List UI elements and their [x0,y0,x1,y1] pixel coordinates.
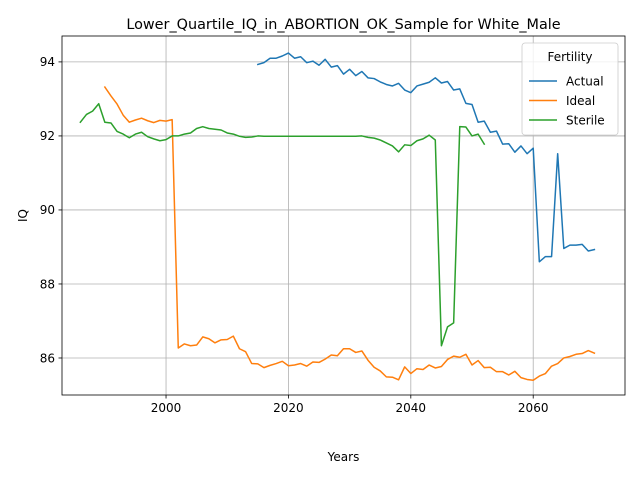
series-line-sterile [79,102,486,347]
y-axis-ticks: 86 88 90 92 94 [40,55,62,365]
y-tick-label: 86 [40,351,55,365]
legend: Fertility Actual Ideal Sterile [521,42,619,136]
legend-box [521,42,619,136]
series-line-actual [256,52,596,263]
plot-frame [61,35,626,396]
y-tick-label: 90 [40,203,55,217]
x-tick-label: 2040 [396,401,427,415]
data-series [79,52,596,381]
x-axis-label: Years [327,450,360,464]
x-tick-label: 2000 [151,401,182,415]
x-tick-label: 2020 [273,401,304,415]
legend-label-ideal: Ideal [566,94,595,108]
chart-title: Lower_Quartile_IQ_in_ABORTION_OK_Sample … [126,17,560,33]
y-tick-label: 92 [40,129,55,143]
legend-label-sterile: Sterile [566,113,605,127]
y-axis-label: IQ [16,209,30,222]
series-line-ideal [103,86,596,381]
y-tick-label: 94 [40,55,55,69]
legend-label-actual: Actual [566,74,604,88]
legend-title: Fertility [547,50,592,64]
y-tick-label: 88 [40,277,55,291]
legend-entries: Actual Ideal Sterile [529,74,605,127]
x-axis-ticks: 2000 2020 2040 2060 [151,395,549,415]
x-tick-label: 2060 [518,401,549,415]
